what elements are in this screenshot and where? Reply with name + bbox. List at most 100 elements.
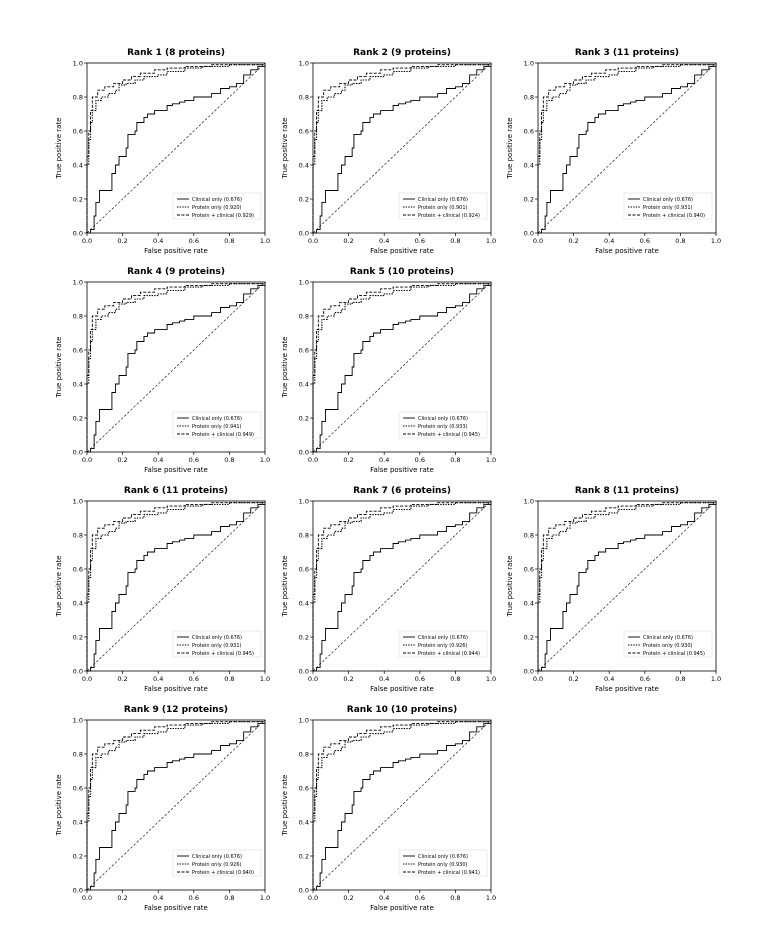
x-tick-label: 1.0: [260, 894, 270, 902]
y-tick-label: 0.6: [73, 127, 83, 135]
x-tick-label: 0.6: [415, 894, 425, 902]
y-tick-label: 0.0: [73, 886, 83, 894]
x-axis-label: False positive rate: [370, 247, 434, 255]
y-tick-label: 1.0: [73, 278, 83, 286]
y-tick-label: 0.4: [299, 380, 309, 388]
y-tick-label: 0.4: [73, 161, 83, 169]
x-tick-label: 0.6: [189, 894, 199, 902]
x-tick-label: 0.4: [379, 675, 389, 683]
y-axis-label: True positive rate: [506, 118, 514, 180]
y-tick-label: 1.0: [73, 716, 83, 724]
y-tick-label: 1.0: [73, 497, 83, 505]
y-tick-label: 0.2: [73, 195, 83, 203]
x-tick-label: 0.2: [343, 456, 353, 464]
legend-entry: Protein + clinical (0.941): [418, 870, 480, 876]
y-tick-label: 0.2: [73, 414, 83, 422]
x-tick-label: 0.8: [450, 675, 460, 683]
y-tick-label: 0.4: [73, 599, 83, 607]
legend-entry: Protein only (0.931): [643, 205, 693, 211]
x-tick-label: 0.4: [153, 237, 163, 245]
y-tick-label: 0.0: [73, 229, 83, 237]
y-tick-label: 1.0: [299, 59, 309, 67]
x-tick-label: 0.8: [450, 894, 460, 902]
y-tick-label: 1.0: [73, 59, 83, 67]
x-tick-label: 0.0: [82, 237, 92, 245]
legend-entry: Protein + clinical (0.945): [192, 651, 254, 657]
roc-panel: Rank 6 (11 proteins)0.00.00.20.20.40.40.…: [55, 486, 270, 693]
legend-entry: Clinical only (0.676): [192, 416, 242, 422]
x-tick-label: 0.4: [153, 456, 163, 464]
y-tick-label: 0.8: [299, 750, 309, 758]
y-tick-label: 0.0: [73, 667, 83, 675]
x-tick-label: 0.0: [82, 894, 92, 902]
y-tick-label: 0.8: [73, 531, 83, 539]
x-tick-label: 0.4: [379, 456, 389, 464]
x-axis-label: False positive rate: [370, 904, 434, 912]
y-tick-label: 0.8: [299, 93, 309, 101]
legend-entry: Protein + clinical (0.945): [418, 432, 480, 438]
y-tick-label: 0.8: [73, 93, 83, 101]
x-tick-label: 0.2: [117, 456, 127, 464]
y-tick-label: 0.0: [524, 667, 534, 675]
y-tick-label: 0.8: [524, 93, 534, 101]
x-tick-label: 0.6: [640, 675, 650, 683]
y-tick-label: 0.6: [73, 784, 83, 792]
x-tick-label: 0.8: [224, 456, 234, 464]
y-tick-label: 0.4: [73, 818, 83, 826]
x-tick-label: 0.2: [343, 894, 353, 902]
x-tick-label: 0.2: [343, 237, 353, 245]
x-tick-label: 1.0: [486, 237, 496, 245]
y-tick-label: 0.2: [299, 195, 309, 203]
roc-panel: Rank 3 (11 proteins)0.00.00.20.20.40.40.…: [506, 48, 721, 255]
y-tick-label: 0.2: [524, 195, 534, 203]
y-axis-label: True positive rate: [281, 556, 289, 618]
y-tick-label: 0.2: [299, 414, 309, 422]
y-tick-label: 0.2: [524, 633, 534, 641]
panel-title: Rank 8 (11 proteins): [575, 486, 679, 496]
y-axis-label: True positive rate: [506, 556, 514, 618]
y-axis-label: True positive rate: [55, 118, 63, 180]
x-tick-label: 0.0: [533, 237, 543, 245]
y-tick-label: 0.4: [299, 161, 309, 169]
panel-title: Rank 10 (10 proteins): [347, 705, 457, 715]
y-tick-label: 0.2: [73, 633, 83, 641]
x-tick-label: 0.6: [189, 237, 199, 245]
legend-entry: Protein + clinical (0.940): [192, 870, 254, 876]
legend-entry: Protein + clinical (0.929): [192, 213, 254, 219]
y-tick-label: 0.4: [524, 599, 534, 607]
roc-panel: Rank 8 (11 proteins)0.00.00.20.20.40.40.…: [506, 486, 721, 693]
y-axis-label: True positive rate: [281, 337, 289, 399]
legend-entry: Clinical only (0.676): [643, 197, 693, 203]
legend-entry: Protein only (0.930): [418, 862, 468, 868]
x-tick-label: 0.8: [224, 675, 234, 683]
x-tick-label: 0.0: [308, 675, 318, 683]
x-axis-label: False positive rate: [144, 466, 208, 474]
y-tick-label: 1.0: [299, 716, 309, 724]
x-tick-label: 1.0: [486, 894, 496, 902]
y-axis-label: True positive rate: [55, 775, 63, 837]
x-axis-label: False positive rate: [595, 685, 659, 693]
x-tick-label: 0.0: [308, 894, 318, 902]
legend-entry: Clinical only (0.676): [418, 854, 468, 860]
y-tick-label: 0.4: [524, 161, 534, 169]
y-tick-label: 0.6: [299, 127, 309, 135]
legend-entry: Protein only (0.931): [192, 643, 242, 649]
y-tick-label: 0.0: [299, 229, 309, 237]
legend-entry: Clinical only (0.676): [192, 854, 242, 860]
x-tick-label: 0.4: [604, 237, 614, 245]
x-tick-label: 0.8: [224, 894, 234, 902]
x-tick-label: 1.0: [486, 675, 496, 683]
x-axis-label: False positive rate: [144, 904, 208, 912]
legend-entry: Protein + clinical (0.944): [418, 651, 480, 657]
x-tick-label: 0.0: [308, 456, 318, 464]
y-axis-label: True positive rate: [55, 337, 63, 399]
panel-title: Rank 2 (9 proteins): [353, 48, 451, 58]
roc-panel: Rank 9 (12 proteins)0.00.00.20.20.40.40.…: [55, 705, 270, 912]
y-tick-label: 0.0: [299, 886, 309, 894]
y-tick-label: 0.6: [299, 565, 309, 573]
x-tick-label: 0.8: [675, 675, 685, 683]
x-tick-label: 0.4: [153, 894, 163, 902]
panel-title: Rank 9 (12 proteins): [124, 705, 228, 715]
y-tick-label: 0.4: [73, 380, 83, 388]
